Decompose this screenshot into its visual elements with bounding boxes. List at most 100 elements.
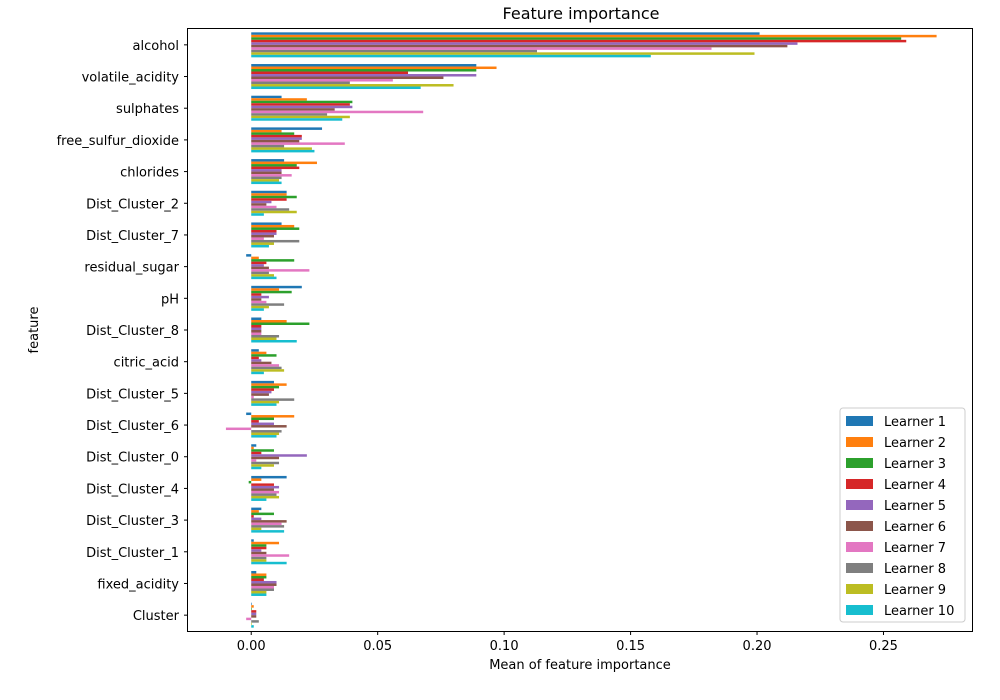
bar-Dist_Cluster_8-learner-7 [251, 332, 262, 335]
bar-alcohol-learner-5 [251, 42, 798, 45]
bar-Dist_Cluster_1-learner-3 [251, 544, 267, 547]
y-axis-label: feature [27, 307, 42, 354]
bar-Cluster-learner-6 [251, 615, 257, 618]
bar-pH-learner-4 [251, 293, 262, 296]
bar-Cluster-learner-7 [246, 617, 252, 621]
bar-free_sulfur_dioxide-learner-4 [251, 134, 302, 138]
bar-alcohol-learner-3 [251, 37, 902, 40]
bar-citric_acid-learner-3 [251, 354, 277, 357]
legend-swatch [846, 458, 873, 468]
bar-Dist_Cluster_4-learner-10 [251, 498, 267, 501]
y-tick-label: Cluster [133, 609, 180, 624]
bar-Dist_Cluster_1-learner-7 [251, 554, 290, 557]
bar-sulphates-learner-1 [251, 95, 282, 99]
bar-Dist_Cluster_4-learner-2 [251, 478, 262, 481]
bar-Dist_Cluster_2-learner-4 [251, 198, 287, 201]
x-tick-label: 0.25 [869, 639, 898, 654]
y-tick-label: volatile_acidity [82, 71, 180, 86]
bar-Dist_Cluster_3-learner-3 [251, 512, 274, 516]
bar-Dist_Cluster_6-learner-1 [246, 412, 252, 416]
bar-Dist_Cluster_3-learner-7 [251, 522, 282, 526]
bar-free_sulfur_dioxide-learner-5 [251, 137, 302, 140]
bar-alcohol-learner-4 [251, 39, 907, 43]
bar-chlorides-learner-1 [251, 159, 285, 162]
plot-area [225, 32, 937, 628]
bar-Dist_Cluster_1-learner-2 [251, 541, 280, 545]
y-tick-label: pH [161, 292, 179, 307]
bar-Dist_Cluster_4-learner-6 [251, 488, 274, 491]
bar-Dist_Cluster_1-learner-5 [251, 549, 262, 552]
bar-Dist_Cluster_8-learner-10 [251, 340, 297, 343]
bar-volatile_acidity-learner-8 [251, 81, 350, 85]
bar-Dist_Cluster_8-learner-8 [251, 335, 280, 338]
bar-Dist_Cluster_3-learner-4 [251, 515, 254, 518]
bar-Dist_Cluster_1-learner-4 [251, 546, 267, 550]
bar-pH-learner-10 [251, 308, 264, 311]
bar-Dist_Cluster_2-learner-1 [251, 190, 287, 194]
bar-Dist_Cluster_3-learner-1 [251, 507, 262, 511]
bar-free_sulfur_dioxide-learner-6 [251, 139, 300, 143]
bar-pH-learner-2 [251, 288, 280, 291]
y-tick-label: Dist_Cluster_7 [86, 229, 179, 244]
bar-Dist_Cluster_8-learner-9 [251, 337, 277, 340]
bar-chlorides-learner-2 [251, 161, 317, 165]
legend-swatch [846, 500, 873, 510]
bar-sulphates-learner-6 [251, 108, 335, 111]
bar-Dist_Cluster_6-learner-2 [251, 415, 295, 418]
bar-Cluster-learner-5 [251, 612, 257, 616]
bar-citric_acid-learner-7 [251, 364, 280, 367]
bar-pH-learner-3 [251, 290, 292, 294]
bar-alcohol-learner-10 [251, 54, 651, 58]
bar-fixed_acidity-learner-7 [251, 585, 274, 589]
bar-Dist_Cluster_5-learner-5 [251, 390, 272, 394]
bar-fixed_acidity-learner-2 [251, 573, 267, 576]
bar-Dist_Cluster_4-learner-8 [251, 493, 277, 496]
y-tick-label: citric_acid [114, 356, 179, 371]
y-tick-label: Dist_Cluster_3 [86, 514, 179, 529]
bar-Dist_Cluster_5-learner-1 [251, 380, 274, 384]
bar-Cluster-learner-8 [251, 620, 259, 623]
bar-residual_sugar-learner-2 [251, 256, 259, 260]
bar-fixed_acidity-learner-3 [251, 575, 267, 579]
bar-Dist_Cluster_7-learner-4 [251, 229, 277, 233]
bar-citric_acid-learner-5 [251, 359, 262, 362]
bar-sulphates-learner-5 [251, 105, 353, 109]
y-tick-label: Dist_Cluster_8 [86, 324, 179, 339]
bar-residual_sugar-learner-5 [251, 264, 264, 267]
bar-volatile_acidity-learner-7 [251, 79, 393, 82]
bar-Dist_Cluster_7-learner-8 [251, 239, 300, 243]
bar-pH-learner-1 [251, 285, 302, 289]
legend-label: Learner 5 [884, 499, 946, 514]
bar-Dist_Cluster_3-learner-10 [251, 530, 285, 533]
bar-chlorides-learner-10 [251, 181, 282, 185]
bar-Dist_Cluster_5-learner-7 [251, 395, 254, 399]
bar-citric_acid-learner-2 [251, 351, 267, 355]
bar-sulphates-learner-7 [251, 110, 424, 114]
legend-swatch [846, 542, 873, 552]
bar-alcohol-learner-8 [251, 49, 538, 53]
y-tick-label: free_sulfur_dioxide [57, 134, 179, 149]
y-tick-label: Dist_Cluster_2 [86, 197, 179, 212]
bar-volatile_acidity-learner-4 [251, 71, 409, 75]
y-tick-label: residual_sugar [84, 261, 179, 276]
bar-Dist_Cluster_6-learner-5 [251, 422, 274, 426]
bar-Cluster-learner-3 [251, 607, 252, 611]
bar-free_sulfur_dioxide-learner-8 [251, 144, 285, 148]
legend-swatch [846, 605, 873, 615]
bar-chlorides-learner-8 [251, 176, 282, 180]
bar-volatile_acidity-learner-3 [251, 69, 477, 72]
bar-pH-learner-8 [251, 303, 285, 306]
bar-chlorides-learner-3 [251, 164, 297, 167]
bar-Dist_Cluster_8-learner-2 [251, 320, 287, 323]
bar-Dist_Cluster_8-learner-5 [251, 327, 262, 330]
bar-Dist_Cluster_0-learner-2 [251, 446, 254, 450]
bar-Dist_Cluster_6-learner-6 [251, 425, 287, 428]
bar-volatile_acidity-learner-1 [251, 64, 477, 67]
bar-sulphates-learner-10 [251, 118, 343, 121]
bar-citric_acid-learner-8 [251, 366, 282, 370]
bar-Dist_Cluster_5-learner-10 [251, 403, 277, 406]
bar-Dist_Cluster_8-learner-1 [251, 317, 262, 320]
bar-fixed_acidity-learner-5 [251, 580, 277, 584]
chart-title: Feature importance [503, 4, 660, 23]
bar-residual_sugar-learner-4 [251, 261, 267, 265]
